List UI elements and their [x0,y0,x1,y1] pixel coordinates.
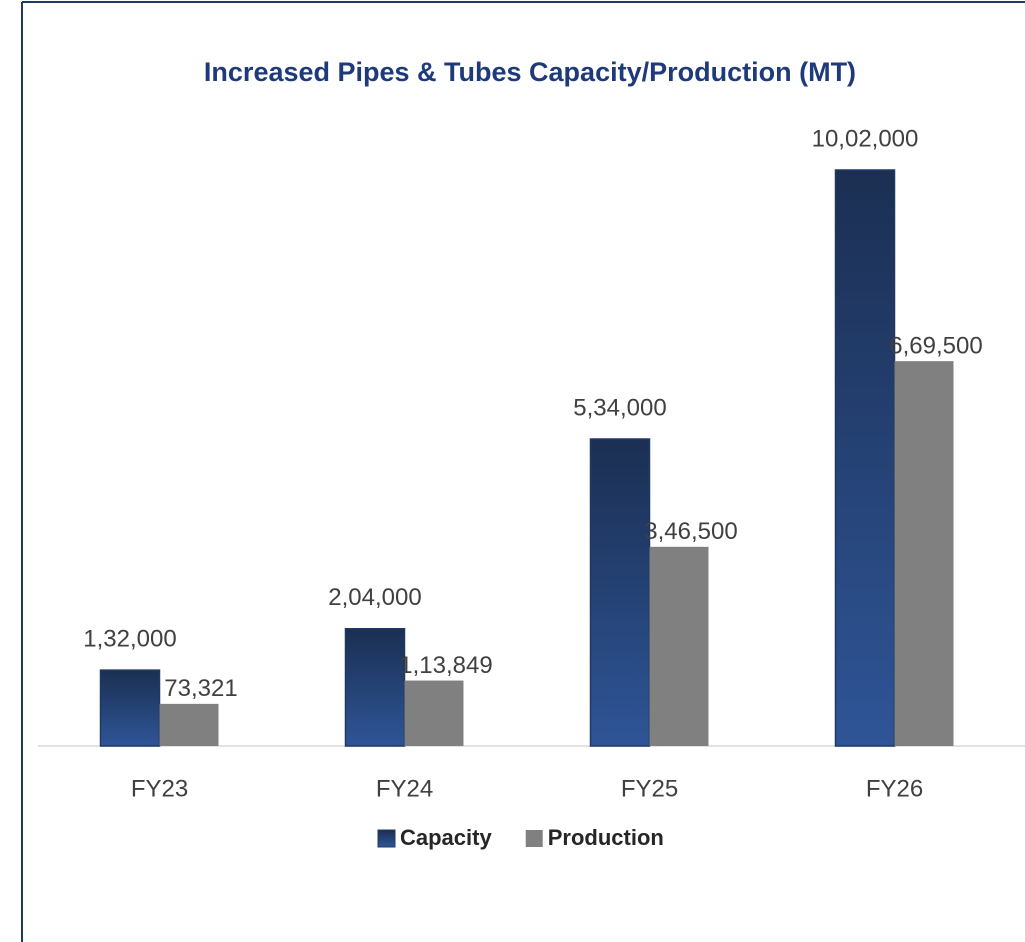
bar [99,669,161,747]
x-tick-label: FY24 [376,775,433,802]
bar [649,546,709,746]
legend-label: Production [548,825,664,850]
bar [344,627,406,747]
data-label: 3,46,500 [644,518,737,545]
bar [404,680,464,746]
data-label: 10,02,000 [812,125,919,152]
data-label: 2,04,000 [328,584,421,611]
bar [589,438,651,747]
legend-label: Capacity [400,825,492,850]
data-label: 1,13,849 [399,652,492,679]
legend-swatch [377,829,396,848]
data-label: 73,321 [164,675,237,702]
chart-title: Increased Pipes & Tubes Capacity/Product… [204,57,856,87]
data-label: 1,32,000 [83,625,176,652]
x-tick-label: FY26 [866,775,923,802]
legend-swatch [525,830,543,847]
bar [834,169,896,747]
x-tick-label: FY23 [131,775,188,802]
bar [159,703,219,746]
data-label: 5,34,000 [573,394,666,421]
x-tick-label: FY25 [621,775,678,802]
bar [894,361,954,746]
data-label: 6,69,500 [889,332,982,359]
